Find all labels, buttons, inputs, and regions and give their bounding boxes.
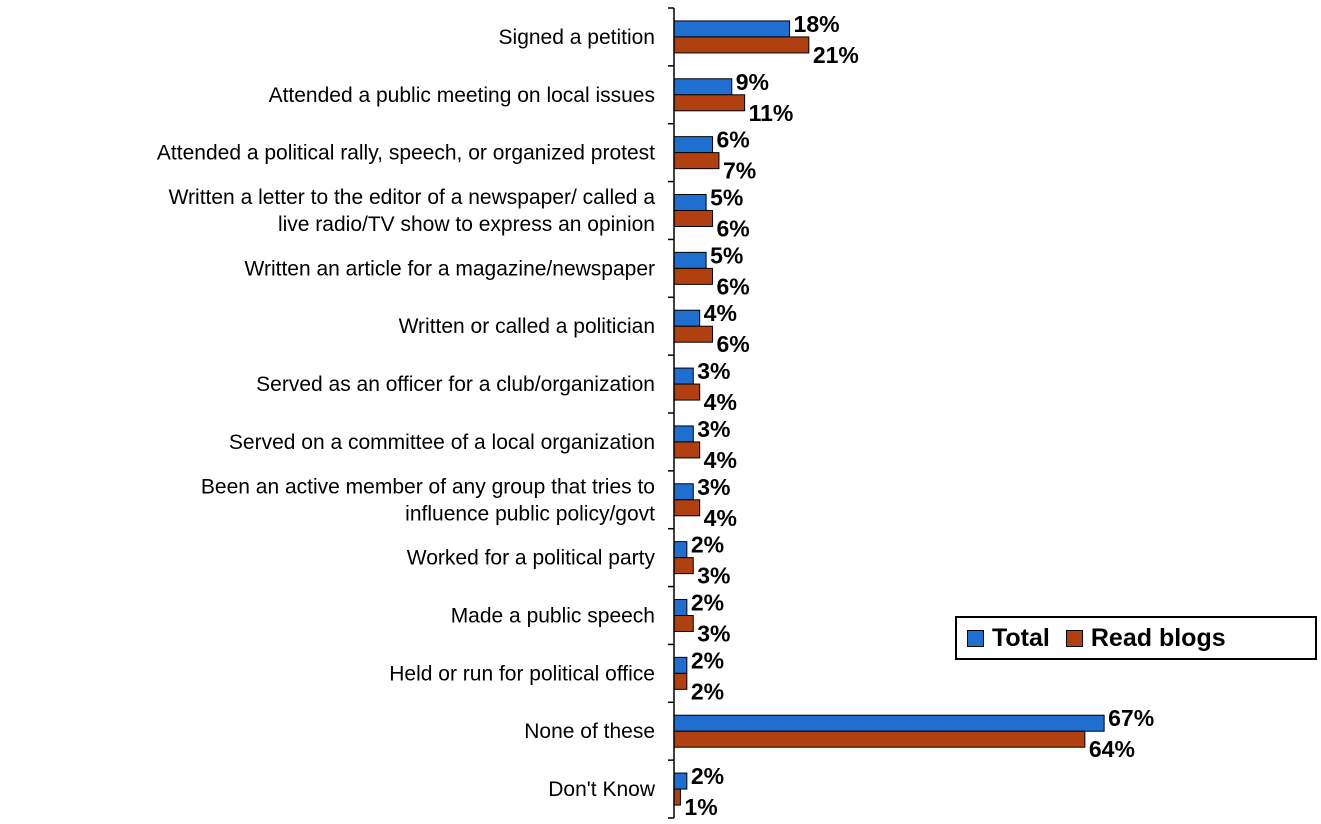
bar-read-blogs-5 bbox=[673, 325, 714, 343]
value-label-total-7: 3% bbox=[697, 416, 730, 442]
value-label-read-blogs-7: 4% bbox=[704, 447, 737, 473]
value-label-read-blogs-1: 11% bbox=[749, 100, 794, 126]
value-label-total-3: 5% bbox=[710, 185, 743, 211]
value-label-read-blogs-10: 3% bbox=[697, 621, 730, 647]
value-label-read-blogs-9: 3% bbox=[697, 563, 730, 589]
category-label-1: Attended a public meeting on local issue… bbox=[269, 84, 655, 107]
bar-read-blogs-8 bbox=[673, 499, 701, 517]
value-label-read-blogs-8: 4% bbox=[704, 505, 737, 531]
value-label-total-11: 2% bbox=[691, 647, 724, 673]
bar-read-blogs-0 bbox=[673, 36, 810, 54]
value-labels-group: 18%21%9%11%6%7%5%6%5%6%4%6%3%4%3%4%3%4%2… bbox=[684, 11, 1154, 820]
bar-read-blogs-10 bbox=[673, 615, 694, 632]
category-label-0: Signed a petition bbox=[499, 26, 655, 49]
bar-read-blogs-4 bbox=[673, 267, 714, 285]
value-label-read-blogs-0: 21% bbox=[813, 42, 859, 68]
category-label-10: Made a public speech bbox=[451, 605, 655, 628]
value-label-total-1: 9% bbox=[736, 69, 769, 95]
legend: Total Read blogs bbox=[955, 616, 1317, 660]
bar-total-9 bbox=[673, 541, 688, 559]
bar-read-blogs-7 bbox=[673, 441, 701, 459]
bar-read-blogs-12 bbox=[673, 730, 1086, 748]
bar-total-0 bbox=[673, 20, 791, 38]
category-label-4: Written an article for a magazine/newspa… bbox=[245, 257, 655, 280]
legend-label-total: Total bbox=[992, 623, 1050, 652]
category-label-13: Don't Know bbox=[548, 778, 656, 801]
bar-read-blogs-11 bbox=[673, 672, 688, 690]
category-labels-group: Signed a petition Attended a public meeti… bbox=[157, 26, 656, 801]
bar-total-2 bbox=[673, 136, 714, 154]
category-label-7: Served on a committee of a local organiz… bbox=[229, 431, 655, 454]
bar-total-6 bbox=[673, 367, 694, 385]
bar-read-blogs-3 bbox=[673, 210, 714, 227]
value-label-total-2: 6% bbox=[717, 127, 750, 153]
value-label-total-4: 5% bbox=[710, 242, 743, 268]
value-label-read-blogs-13: 1% bbox=[684, 794, 717, 820]
bar-read-blogs-13 bbox=[673, 788, 681, 806]
bar-read-blogs-6 bbox=[673, 383, 701, 401]
category-label-9: Worked for a political party bbox=[407, 547, 656, 570]
bar-total-4 bbox=[673, 251, 707, 269]
legend-item-read-blogs: Read blogs bbox=[1065, 623, 1226, 653]
category-label-5: Written or called a politician bbox=[399, 315, 655, 338]
bar-total-7 bbox=[673, 425, 694, 443]
category-label-12: None of these bbox=[524, 720, 655, 743]
value-label-read-blogs-3: 6% bbox=[717, 216, 750, 242]
value-label-total-13: 2% bbox=[691, 763, 724, 789]
category-label-11: Held or run for political office bbox=[389, 662, 655, 685]
legend-label-read-blogs: Read blogs bbox=[1090, 623, 1226, 652]
value-label-read-blogs-4: 6% bbox=[717, 273, 750, 299]
bar-read-blogs-2 bbox=[673, 152, 720, 170]
category-label-2: Attended a political rally, speech, or o… bbox=[157, 142, 655, 165]
bar-total-3 bbox=[673, 194, 707, 211]
value-label-total-5: 4% bbox=[704, 300, 737, 326]
category-label-3: Written a letter to the editor of a news… bbox=[169, 186, 656, 236]
value-label-read-blogs-11: 2% bbox=[691, 678, 724, 704]
value-label-total-6: 3% bbox=[697, 358, 730, 384]
value-label-total-8: 3% bbox=[697, 474, 730, 500]
category-axis bbox=[668, 7, 675, 819]
bar-total-10 bbox=[673, 599, 688, 616]
value-label-total-0: 18% bbox=[794, 11, 840, 37]
value-label-total-9: 2% bbox=[691, 532, 724, 558]
value-label-read-blogs-5: 6% bbox=[717, 331, 750, 357]
bar-read-blogs-1 bbox=[673, 94, 746, 112]
bar-total-1 bbox=[673, 78, 733, 96]
bar-total-11 bbox=[673, 656, 688, 674]
bar-total-8 bbox=[673, 483, 694, 501]
bar-total-5 bbox=[673, 309, 701, 327]
legend-swatch-total bbox=[967, 629, 984, 647]
value-label-total-10: 2% bbox=[691, 590, 724, 616]
bar-total-12 bbox=[673, 714, 1105, 732]
legend-item-total: Total bbox=[967, 624, 1050, 653]
bar-total-13 bbox=[673, 772, 688, 790]
value-label-read-blogs-6: 4% bbox=[704, 389, 737, 415]
value-label-total-12: 67% bbox=[1108, 705, 1154, 731]
value-label-read-blogs-2: 7% bbox=[723, 158, 756, 184]
legend-swatch-read-blogs bbox=[1065, 629, 1083, 647]
category-label-6: Served as an officer for a club/organiza… bbox=[256, 373, 655, 396]
category-label-8: Been an active member of any group that … bbox=[201, 475, 655, 525]
bar-read-blogs-9 bbox=[673, 557, 694, 575]
value-label-read-blogs-12: 64% bbox=[1089, 736, 1135, 762]
